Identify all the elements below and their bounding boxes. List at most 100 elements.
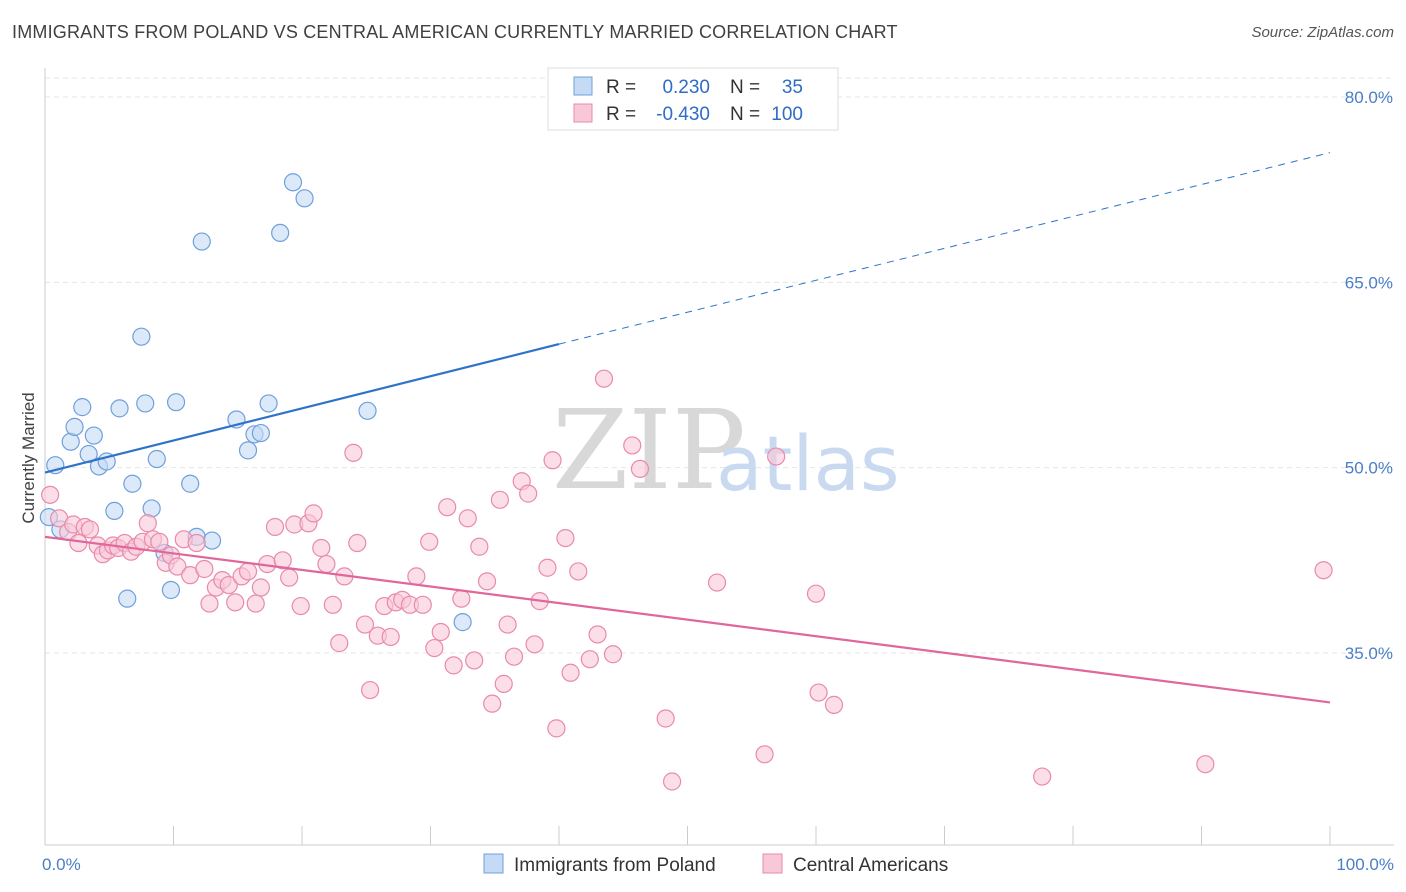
axes [44,68,1394,846]
point-central-americans [588,625,607,644]
point-central-americans [498,615,517,634]
point-poland [61,432,80,451]
point-central-americans [219,575,238,595]
point-central-americans [200,594,219,613]
point-central-americans [707,573,727,592]
point-central-americans [238,562,258,581]
point-poland [105,501,124,521]
point-poland [192,232,211,251]
point-central-americans [452,589,471,608]
point-central-americans [569,562,588,581]
point-central-americans [603,645,623,664]
legend-r-value-poland: 0.230 [662,77,710,98]
point-central-americans [138,514,157,533]
point-central-americans [425,638,444,658]
point-central-americans [1033,767,1052,786]
x-tick-labels: 0.0% 100.0% [42,855,1394,874]
point-central-americans [630,459,650,479]
legend-box [547,67,839,131]
point-central-americans [438,498,457,517]
point-central-americans [251,578,270,597]
point-central-americans [504,647,524,666]
legend-n-value-poland: 35 [782,77,803,98]
point-central-americans [458,509,477,528]
trend-line-poland [44,343,560,474]
point-central-americans [41,485,60,504]
x-tick-label: 0.0% [42,855,81,874]
point-poland [295,189,314,208]
point-central-americans [444,656,463,675]
point-central-americans [431,622,450,642]
point-poland [358,401,377,420]
y-tick-label: 35.0% [1345,644,1393,663]
point-poland [181,474,200,493]
point-central-americans [312,538,331,558]
legend-r-label-central: R = [606,104,636,125]
bottom-legend-label-poland: Immigrants from Poland [514,855,716,876]
point-poland [136,394,155,413]
point-central-americans [561,663,580,682]
legend-swatch-central [573,103,593,123]
point-poland [283,173,303,192]
y-tick-labels: 35.0% 50.0% 65.0% 80.0% [1345,88,1393,663]
point-central-americans [246,594,265,613]
legend-r-label-poland: R = [606,77,636,98]
point-poland [166,393,186,412]
trend-lines [44,152,1331,704]
point-poland [142,499,161,518]
legend-n-label-poland: N = [730,77,760,98]
point-central-americans [226,593,245,612]
trend-line-poland-extension [558,152,1331,345]
point-central-americans [1314,561,1333,580]
point-central-americans [348,533,367,553]
point-central-americans [543,451,562,470]
bottom-legend-label-central: Central Americans [793,855,948,876]
point-poland [271,223,290,243]
point-central-americans [465,651,484,670]
point-poland [259,394,278,413]
trend-line-central-americans [44,535,1331,704]
legend-n-value-central: 100 [771,104,803,125]
point-central-americans [547,719,566,738]
point-central-americans [755,745,774,764]
correlation-legend: R = 0.230 N = 35 R = -0.430 N = 100 [547,67,839,131]
point-central-americans [477,572,497,591]
y-tick-label: 80.0% [1345,88,1393,107]
point-poland [123,474,142,493]
point-central-americans [494,674,513,693]
point-central-americans [594,369,614,388]
point-central-americans [280,568,299,587]
point-poland [147,449,166,469]
point-central-americans [1196,755,1215,774]
point-central-americans [150,532,169,551]
series-central-americans-points [41,369,1333,791]
point-central-americans [317,554,336,574]
point-poland [161,580,181,600]
source-credit: Source: ZipAtlas.com [1251,24,1394,41]
point-central-americans [407,567,426,586]
point-central-americans [80,520,100,539]
point-poland [110,399,129,418]
point-poland [84,426,103,445]
point-poland [238,441,258,460]
point-central-americans [323,595,342,614]
point-central-americans [656,709,675,728]
x-tick-label: 100.0% [1336,855,1394,874]
watermark: ZIP atlas [552,386,900,514]
point-central-americans [806,584,826,603]
legend-swatch-poland [573,76,593,96]
point-central-americans [767,447,786,466]
point-central-americans [556,528,575,548]
y-tick-label: 65.0% [1345,273,1393,292]
point-central-americans [538,558,557,577]
point-central-americans [525,635,544,654]
point-poland [132,327,151,346]
point-central-americans [490,490,509,509]
point-central-americans [187,533,206,553]
point-central-americans [483,694,502,713]
watermark-zip: ZIP [552,386,746,514]
point-central-americans [662,772,682,791]
bottom-legend-swatch-poland [483,853,504,874]
point-central-americans [470,537,489,556]
